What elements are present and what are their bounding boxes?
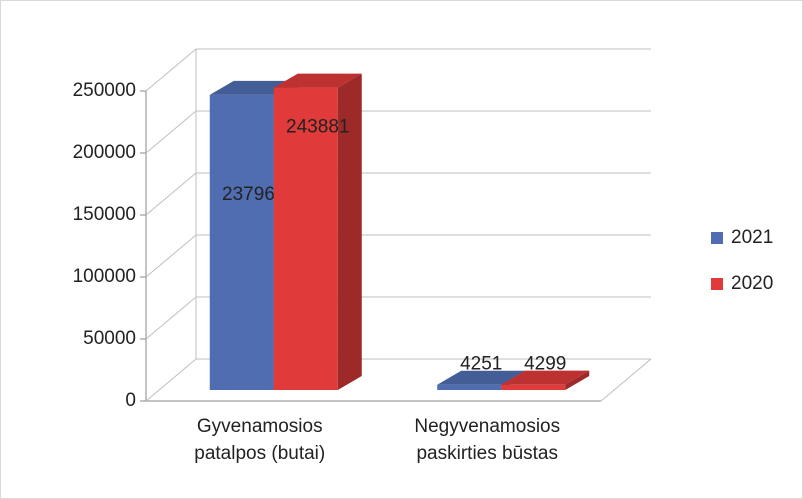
- data-label: 237962: [222, 184, 285, 205]
- legend-label: 2020: [731, 273, 773, 294]
- y-tick-label: 150000: [73, 204, 136, 225]
- data-label: 243881: [286, 117, 349, 138]
- legend-swatch: [711, 232, 723, 244]
- y-tick-label: 50000: [83, 328, 136, 349]
- data-label: 4251: [460, 354, 502, 375]
- bar: [273, 87, 338, 391]
- grid-line: [145, 234, 197, 278]
- grid-line: [145, 358, 197, 402]
- grid-line: [145, 110, 197, 154]
- bar-side: [337, 73, 362, 391]
- y-tick-label: 250000: [73, 80, 136, 101]
- legend-label: 2021: [731, 227, 773, 248]
- bar-side: [565, 370, 590, 390]
- grid-line: [145, 48, 197, 92]
- bar: [209, 94, 274, 390]
- x-tick-label: Negyvenamosios paskirties būstas: [414, 416, 561, 464]
- floor-edge: [600, 358, 652, 402]
- y-tick-label: 100000: [73, 266, 136, 287]
- data-label: 4299: [524, 354, 566, 375]
- bar-top: [437, 370, 526, 385]
- bar-top: [273, 73, 362, 88]
- legend-swatch: [711, 278, 723, 290]
- grid-line: [145, 296, 197, 340]
- bar: [501, 384, 566, 390]
- grid-line: [145, 172, 197, 216]
- y-tick-label: 0: [125, 390, 136, 411]
- y-tick-label: 200000: [73, 142, 136, 163]
- x-tick-label: Gyvenamosios patalpos (butai): [194, 416, 326, 464]
- bar-top: [501, 370, 590, 385]
- bar: [437, 384, 502, 390]
